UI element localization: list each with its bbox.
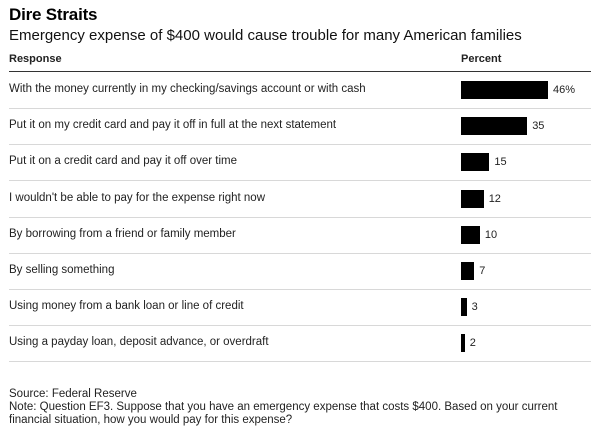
category-label: With the money currently in my checking/…	[9, 83, 366, 95]
bar-row: Using a payday loan, deposit advance, or…	[9, 325, 591, 363]
bar-row: With the money currently in my checking/…	[9, 72, 591, 109]
bar	[461, 298, 467, 317]
bar	[461, 334, 465, 353]
category-label: Put it on a credit card and pay it off o…	[9, 155, 237, 168]
value-label: 7	[479, 265, 486, 277]
category-label: Put it on my credit card and pay it off …	[9, 119, 337, 132]
source-note: Source: Federal Reserve	[9, 388, 137, 400]
question-note: Note: Question EF3. Suppose that you hav…	[9, 401, 558, 426]
bar-row: By selling something 7	[9, 253, 591, 290]
category-label: I wouldn't be able to pay for the expens…	[9, 191, 265, 204]
bar-row: Using money from a bank loan or line of …	[9, 289, 591, 327]
header-divider	[9, 71, 591, 72]
category-label: By selling something	[9, 264, 115, 276]
bar-row: By borrowing from a friend or family mem…	[9, 217, 591, 254]
bar	[461, 189, 484, 208]
bar-row: Put it on a credit card and pay it off o…	[9, 144, 591, 182]
percent-column-header: Percent	[461, 53, 502, 65]
value-label: 46%	[553, 84, 576, 96]
value-label: 10	[484, 228, 498, 241]
bar-row: Put it on my credit card and pay it off …	[9, 108, 591, 146]
value-label: 12	[488, 192, 501, 205]
category-label: By borrowing from a friend or family mem…	[9, 227, 236, 240]
bar	[461, 262, 475, 280]
bar-row: I wouldn't be able to pay for the expens…	[9, 181, 591, 218]
bar	[461, 225, 480, 244]
bar	[461, 81, 548, 99]
response-column-header: Response	[9, 53, 62, 65]
bar	[461, 153, 490, 172]
chart-subtitle: Emergency expense of $400 would cause tr…	[9, 27, 522, 44]
bar	[461, 117, 528, 136]
category-label: Using money from a bank loan or line of …	[9, 300, 244, 313]
chart-title: Dire Straits	[9, 5, 98, 24]
value-label: 35	[532, 120, 545, 133]
category-label: Using a payday loan, deposit advance, or…	[9, 336, 269, 349]
value-label: 15	[494, 156, 507, 169]
value-label: 2	[469, 337, 476, 350]
chart-footer: Source: Federal Reserve Note: Question E…	[9, 388, 594, 427]
value-label: 3	[471, 301, 478, 314]
